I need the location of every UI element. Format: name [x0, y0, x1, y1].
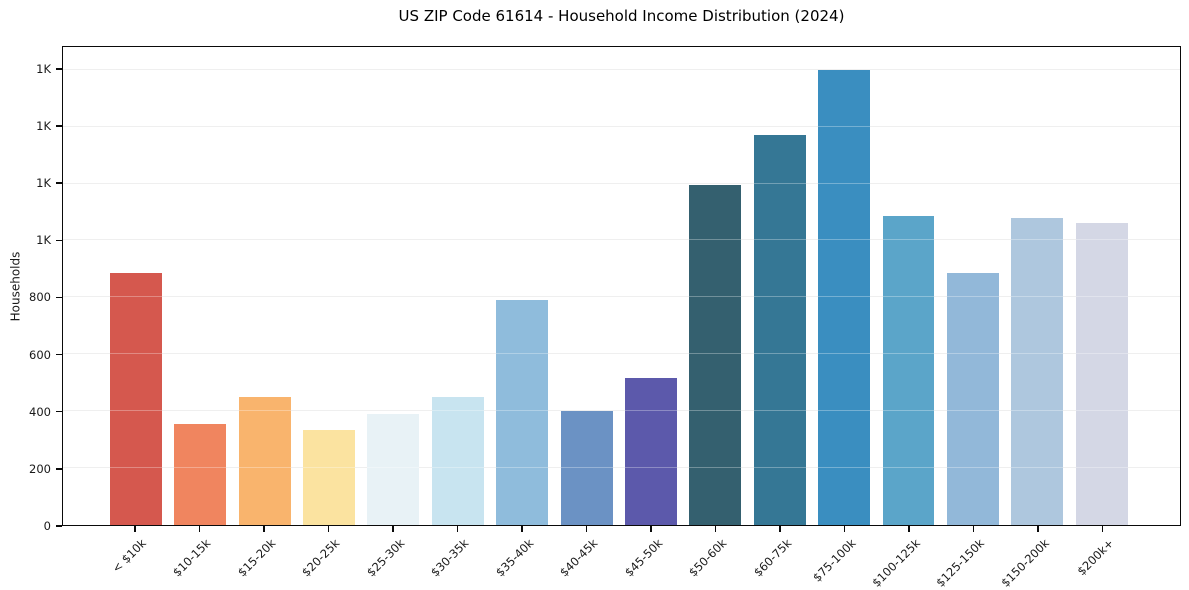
bar	[238, 396, 291, 525]
x-tick-mark	[263, 526, 265, 532]
x-tick-mark	[585, 526, 588, 532]
x-tick-mark	[1037, 526, 1039, 532]
y-tick-mark	[56, 525, 62, 527]
y-tick-label: 1K	[36, 119, 51, 133]
x-tick-mark	[650, 526, 652, 532]
y-tick-label: 1K	[36, 233, 51, 248]
gridline-overlay	[63, 353, 1180, 355]
x-tick-label: $150-200k	[998, 536, 1052, 590]
gridline	[63, 239, 1180, 241]
bar	[303, 429, 355, 525]
x-tick-label: $200k+	[1074, 536, 1117, 579]
y-tick-mark	[56, 468, 62, 470]
gridline-overlay	[63, 467, 1180, 469]
x-tick-label: $50-60k	[685, 536, 730, 580]
x-tick-label: < $10k	[109, 536, 149, 576]
bar	[1075, 223, 1128, 525]
y-tick-label: 200	[29, 461, 51, 476]
x-tick-label: $20-25k	[298, 536, 343, 580]
bar	[367, 414, 420, 525]
y-tick-mark	[56, 182, 62, 184]
x-tick-mark	[392, 526, 394, 532]
x-tick-mark	[779, 526, 781, 532]
y-tick-mark	[56, 239, 62, 241]
bar	[109, 273, 162, 525]
bars-layer	[63, 47, 1180, 525]
bar	[624, 378, 677, 525]
x-tick-mark	[714, 526, 717, 532]
gridline	[63, 296, 1180, 298]
x-tick-mark	[327, 526, 330, 532]
y-tick-mark	[56, 296, 62, 299]
y-tick-mark	[56, 353, 62, 356]
x-tick-mark	[134, 526, 136, 532]
y-tick-mark	[56, 68, 62, 70]
y-tick-label: 400	[29, 404, 51, 419]
bar	[496, 300, 549, 525]
bar	[689, 185, 742, 525]
bar	[431, 396, 484, 525]
x-tick-mark	[843, 526, 846, 532]
bar	[882, 216, 935, 525]
gridline-overlay	[63, 410, 1180, 412]
x-tick-label: $60-75k	[750, 536, 794, 580]
y-tick-label: 800	[29, 290, 51, 305]
bar	[946, 273, 999, 525]
x-tick-label: $75-100k	[809, 536, 859, 585]
bar	[818, 69, 871, 525]
gridlines-over-layer	[63, 47, 1180, 525]
gridline	[63, 467, 1180, 469]
x-tick-label: $125-150k	[933, 536, 988, 590]
gridline-overlay	[63, 68, 1180, 70]
y-tick-label: 1K	[36, 176, 51, 191]
gridline	[63, 410, 1180, 412]
x-tick-label: $15-20k	[234, 536, 278, 580]
gridline	[63, 68, 1180, 70]
x-tick-mark	[456, 526, 459, 532]
gridline-overlay	[63, 239, 1180, 241]
x-tick-mark	[521, 526, 523, 532]
y-tick-label: 600	[29, 347, 51, 362]
x-tick-label: $35-40k	[492, 536, 536, 580]
plot-area	[62, 46, 1181, 526]
gridline	[63, 182, 1180, 184]
x-tick-label: $100-125k	[869, 536, 923, 590]
x-tick-label: $25-30k	[363, 536, 407, 580]
x-tick-label: $10-15k	[169, 536, 214, 580]
y-tick-label: 0	[43, 519, 51, 533]
gridline	[63, 353, 1180, 355]
gridline	[63, 125, 1180, 127]
gridline-overlay	[63, 125, 1180, 127]
y-tick-mark	[56, 411, 62, 413]
x-tick-label: $40-45k	[556, 536, 601, 580]
x-tick-label: $30-35k	[427, 536, 472, 580]
gridlines-under-layer	[63, 47, 1180, 525]
bar	[753, 135, 806, 525]
bar	[560, 411, 613, 525]
x-tick-mark	[1101, 526, 1104, 532]
y-tick-label: 1K	[36, 61, 51, 76]
gridline-overlay	[63, 182, 1180, 184]
chart-title: US ZIP Code 61614 - Household Income Dis…	[398, 7, 845, 25]
bar	[174, 424, 227, 525]
x-tick-mark	[908, 526, 910, 532]
x-tick-label: $45-50k	[621, 536, 665, 580]
gridline-overlay	[63, 296, 1180, 298]
x-tick-mark	[972, 526, 975, 532]
y-tick-mark	[56, 125, 62, 127]
x-tick-mark	[198, 526, 201, 532]
bar	[1011, 217, 1064, 525]
